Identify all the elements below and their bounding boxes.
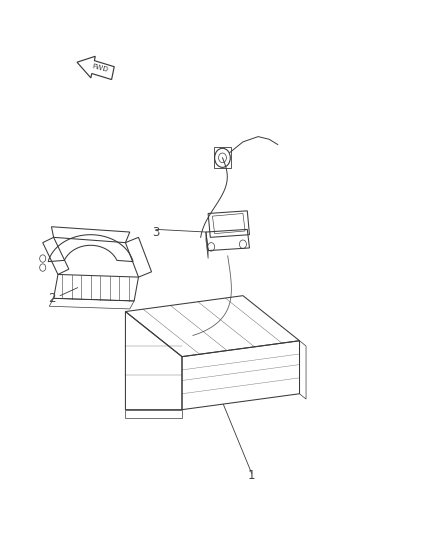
Text: 1: 1	[248, 470, 255, 482]
Text: 2: 2	[48, 292, 55, 305]
Text: FWD: FWD	[91, 63, 109, 73]
Text: 3: 3	[152, 225, 159, 239]
